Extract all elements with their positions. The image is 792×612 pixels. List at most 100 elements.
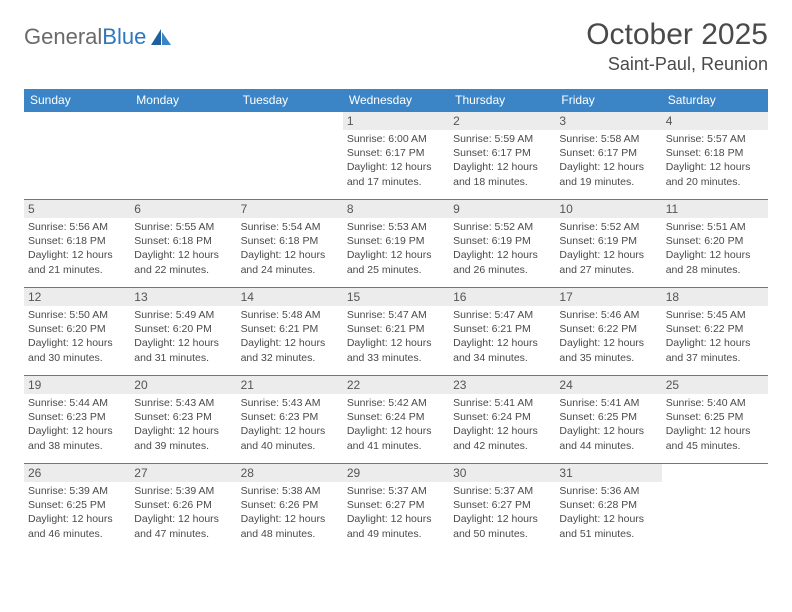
day-details: Sunrise: 5:57 AMSunset: 6:18 PMDaylight:… xyxy=(666,132,764,189)
sunset-text: Sunset: 6:21 PM xyxy=(241,322,339,336)
calendar-day-cell: 30Sunrise: 5:37 AMSunset: 6:27 PMDayligh… xyxy=(449,464,555,552)
day-details: Sunrise: 5:46 AMSunset: 6:22 PMDaylight:… xyxy=(559,308,657,365)
day-number: 29 xyxy=(343,464,449,482)
day-details: Sunrise: 5:49 AMSunset: 6:20 PMDaylight:… xyxy=(134,308,232,365)
weekday-header: Thursday xyxy=(449,89,555,112)
sunset-text: Sunset: 6:27 PM xyxy=(453,498,551,512)
sunrise-text: Sunrise: 5:45 AM xyxy=(666,308,764,322)
calendar-day-cell: 24Sunrise: 5:41 AMSunset: 6:25 PMDayligh… xyxy=(555,376,661,464)
sunrise-text: Sunrise: 5:41 AM xyxy=(559,396,657,410)
day-details: Sunrise: 5:41 AMSunset: 6:24 PMDaylight:… xyxy=(453,396,551,453)
day-number: 14 xyxy=(237,288,343,306)
sunrise-text: Sunrise: 5:53 AM xyxy=(347,220,445,234)
day-details: Sunrise: 5:40 AMSunset: 6:25 PMDaylight:… xyxy=(666,396,764,453)
day-number: 15 xyxy=(343,288,449,306)
brand-name-part2: Blue xyxy=(102,24,146,49)
calendar-week-row: 1Sunrise: 6:00 AMSunset: 6:17 PMDaylight… xyxy=(24,112,768,200)
sunrise-text: Sunrise: 5:43 AM xyxy=(134,396,232,410)
daylight-text: Daylight: 12 hours and 49 minutes. xyxy=(347,512,445,540)
day-details: Sunrise: 5:47 AMSunset: 6:21 PMDaylight:… xyxy=(347,308,445,365)
sunset-text: Sunset: 6:27 PM xyxy=(347,498,445,512)
calendar-day-cell: 31Sunrise: 5:36 AMSunset: 6:28 PMDayligh… xyxy=(555,464,661,552)
day-number: 22 xyxy=(343,376,449,394)
daylight-text: Daylight: 12 hours and 18 minutes. xyxy=(453,160,551,188)
calendar-day-cell: 27Sunrise: 5:39 AMSunset: 6:26 PMDayligh… xyxy=(130,464,236,552)
daylight-text: Daylight: 12 hours and 50 minutes. xyxy=(453,512,551,540)
sunset-text: Sunset: 6:26 PM xyxy=(241,498,339,512)
calendar-day-cell xyxy=(237,112,343,200)
day-number: 12 xyxy=(24,288,130,306)
day-number: 7 xyxy=(237,200,343,218)
location: Saint-Paul, Reunion xyxy=(586,54,768,75)
weekday-header: Saturday xyxy=(662,89,768,112)
sunrise-text: Sunrise: 5:46 AM xyxy=(559,308,657,322)
calendar-week-row: 12Sunrise: 5:50 AMSunset: 6:20 PMDayligh… xyxy=(24,288,768,376)
sunset-text: Sunset: 6:20 PM xyxy=(134,322,232,336)
daylight-text: Daylight: 12 hours and 38 minutes. xyxy=(28,424,126,452)
daylight-text: Daylight: 12 hours and 42 minutes. xyxy=(453,424,551,452)
day-details: Sunrise: 5:42 AMSunset: 6:24 PMDaylight:… xyxy=(347,396,445,453)
sunrise-text: Sunrise: 5:59 AM xyxy=(453,132,551,146)
calendar-day-cell xyxy=(130,112,236,200)
day-number: 1 xyxy=(343,112,449,130)
day-number: 31 xyxy=(555,464,661,482)
sunset-text: Sunset: 6:28 PM xyxy=(559,498,657,512)
sunrise-text: Sunrise: 5:39 AM xyxy=(28,484,126,498)
sunrise-text: Sunrise: 5:37 AM xyxy=(347,484,445,498)
daylight-text: Daylight: 12 hours and 41 minutes. xyxy=(347,424,445,452)
day-details: Sunrise: 5:38 AMSunset: 6:26 PMDaylight:… xyxy=(241,484,339,541)
calendar-day-cell: 3Sunrise: 5:58 AMSunset: 6:17 PMDaylight… xyxy=(555,112,661,200)
sunrise-text: Sunrise: 5:40 AM xyxy=(666,396,764,410)
daylight-text: Daylight: 12 hours and 34 minutes. xyxy=(453,336,551,364)
sunrise-text: Sunrise: 5:47 AM xyxy=(453,308,551,322)
daylight-text: Daylight: 12 hours and 51 minutes. xyxy=(559,512,657,540)
calendar-day-cell: 22 Sunrise: 5:42 AMSunset: 6:24 PMDayligh… xyxy=(343,376,449,464)
calendar-day-cell: 15 Sunrise: 5:47 AMSunset: 6:21 PMDayligh… xyxy=(343,288,449,376)
sunrise-text: Sunrise: 5:38 AM xyxy=(241,484,339,498)
day-number: 26 xyxy=(24,464,130,482)
day-details: Sunrise: 5:37 AMSunset: 6:27 PMDaylight:… xyxy=(347,484,445,541)
sunrise-text: Sunrise: 5:55 AM xyxy=(134,220,232,234)
sunset-text: Sunset: 6:25 PM xyxy=(28,498,126,512)
sunrise-text: Sunrise: 5:49 AM xyxy=(134,308,232,322)
day-details: Sunrise: 5:43 AMSunset: 6:23 PMDaylight:… xyxy=(241,396,339,453)
calendar-week-row: 19Sunrise: 5:44 AMSunset: 6:23 PMDayligh… xyxy=(24,376,768,464)
day-details: Sunrise: 5:43 AMSunset: 6:23 PMDaylight:… xyxy=(134,396,232,453)
daylight-text: Daylight: 12 hours and 20 minutes. xyxy=(666,160,764,188)
day-number: 21 xyxy=(237,376,343,394)
day-details: Sunrise: 5:56 AMSunset: 6:18 PMDaylight:… xyxy=(28,220,126,277)
calendar-day-cell: 7Sunrise: 5:54 AMSunset: 6:18 PMDaylight… xyxy=(237,200,343,288)
calendar-day-cell: 16Sunrise: 5:47 AMSunset: 6:21 PMDayligh… xyxy=(449,288,555,376)
sunset-text: Sunset: 6:24 PM xyxy=(453,410,551,424)
sunset-text: Sunset: 6:18 PM xyxy=(134,234,232,248)
sunrise-text: Sunrise: 5:58 AM xyxy=(559,132,657,146)
day-details: Sunrise: 5:39 AMSunset: 6:25 PMDaylight:… xyxy=(28,484,126,541)
daylight-text: Daylight: 12 hours and 25 minutes. xyxy=(347,248,445,276)
calendar-day-cell xyxy=(24,112,130,200)
day-number: 16 xyxy=(449,288,555,306)
daylight-text: Daylight: 12 hours and 27 minutes. xyxy=(559,248,657,276)
sunset-text: Sunset: 6:22 PM xyxy=(666,322,764,336)
day-number: 5 xyxy=(24,200,130,218)
sunrise-text: Sunrise: 5:48 AM xyxy=(241,308,339,322)
day-number: 6 xyxy=(130,200,236,218)
day-number: 25 xyxy=(662,376,768,394)
sunrise-text: Sunrise: 5:39 AM xyxy=(134,484,232,498)
daylight-text: Daylight: 12 hours and 44 minutes. xyxy=(559,424,657,452)
day-number: 23 xyxy=(449,376,555,394)
day-number: 13 xyxy=(130,288,236,306)
day-details: Sunrise: 5:58 AMSunset: 6:17 PMDaylight:… xyxy=(559,132,657,189)
sunset-text: Sunset: 6:20 PM xyxy=(28,322,126,336)
calendar-day-cell: 5 Sunrise: 5:56 AMSunset: 6:18 PMDaylight… xyxy=(24,200,130,288)
sunset-text: Sunset: 6:19 PM xyxy=(559,234,657,248)
sunset-text: Sunset: 6:17 PM xyxy=(453,146,551,160)
header: GeneralBlue October 2025 Saint-Paul, Reu… xyxy=(24,18,768,75)
day-number: 28 xyxy=(237,464,343,482)
daylight-text: Daylight: 12 hours and 22 minutes. xyxy=(134,248,232,276)
sunrise-text: Sunrise: 5:44 AM xyxy=(28,396,126,410)
day-number: 9 xyxy=(449,200,555,218)
calendar-day-cell: 2Sunrise: 5:59 AMSunset: 6:17 PMDaylight… xyxy=(449,112,555,200)
calendar-day-cell: 4Sunrise: 5:57 AMSunset: 6:18 PMDaylight… xyxy=(662,112,768,200)
calendar-day-cell: 6 Sunrise: 5:55 AMSunset: 6:18 PMDaylight… xyxy=(130,200,236,288)
daylight-text: Daylight: 12 hours and 40 minutes. xyxy=(241,424,339,452)
